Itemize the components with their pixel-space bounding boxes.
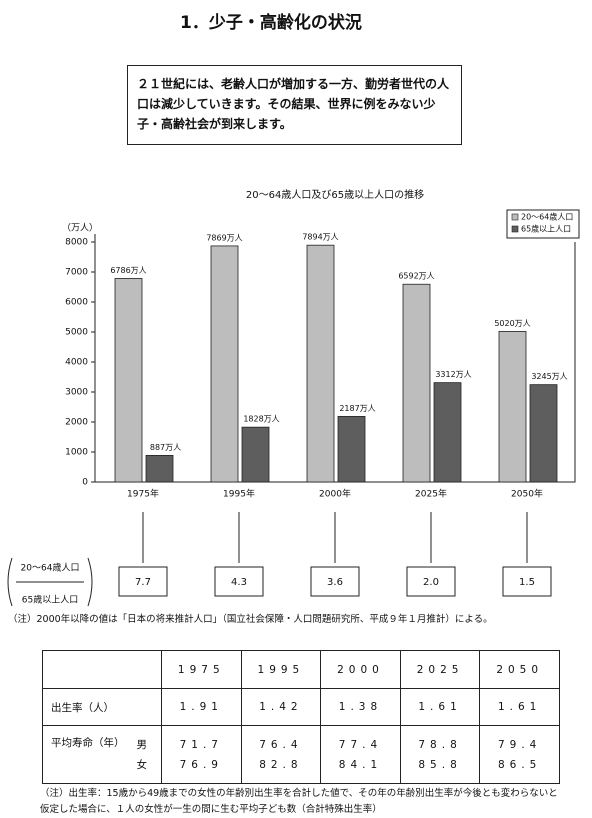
- bar: [402, 283, 431, 483]
- bar: [306, 244, 335, 483]
- corner-cell: [42, 650, 162, 689]
- life-label: 平均寿命（年） 男女: [51, 735, 161, 775]
- x-tick-label: 2000年: [319, 488, 351, 500]
- ratio-denominator: 65歳以上人口: [22, 594, 78, 606]
- value: 78.8: [418, 738, 462, 751]
- y-tick-label: 0: [82, 478, 88, 488]
- y-tick-label: 5000: [65, 328, 88, 338]
- cell: 78.8 85.8: [399, 725, 481, 784]
- y-axis-label: （万人）: [62, 223, 98, 234]
- header-cell: 2000: [320, 650, 401, 689]
- row-label: 平均寿命（年） 男女: [42, 725, 162, 784]
- life-row: 平均寿命（年） 男女 71.7 76.9 76.4 82.8 77.4 84.1 78…: [42, 725, 560, 784]
- bracket: [7, 557, 93, 607]
- value: 82.8: [259, 758, 303, 771]
- value-label: 2187万人: [339, 404, 375, 413]
- header-row: 1975 1995 2000 2025 2050: [42, 650, 560, 689]
- bar: [210, 245, 239, 483]
- footnote: （注）出生率：15歳から49歳までの女性の年齢別出生率を合計した値で、その年の年…: [40, 788, 558, 815]
- value-label: 3312万人: [435, 370, 471, 379]
- ratio-value: 7.7: [135, 577, 151, 588]
- cell: 1.61: [399, 688, 481, 726]
- cell: 1.42: [240, 688, 322, 726]
- birth-row: 出生率（人） 1.91 1.42 1.38 1.61 1.61: [42, 688, 560, 726]
- label: 平均寿命（年）: [51, 736, 125, 749]
- header-cell: 2050: [479, 650, 560, 689]
- legend-box: [506, 209, 580, 239]
- header-cell: 1975: [161, 650, 242, 689]
- value: 76.4: [259, 738, 303, 751]
- cell: 71.7 76.9: [161, 725, 242, 784]
- ratio-box: [406, 566, 456, 597]
- label: 男: [136, 738, 148, 751]
- cell: 76.4 82.8: [240, 725, 322, 784]
- value-label: 5020万人: [494, 319, 530, 328]
- y-tick-label: 1000: [65, 448, 88, 458]
- chart-title: 20～64歳人口及び65歳以上人口の推移: [246, 188, 424, 201]
- ratio-numerator: 20～64歳人口: [21, 562, 80, 574]
- bar: [241, 426, 270, 483]
- header-cell: 1995: [240, 650, 322, 689]
- label: 女: [136, 758, 148, 771]
- y-tick-label: 8000: [65, 238, 88, 248]
- cell: 1.61: [479, 688, 560, 726]
- y-tick-label: 3000: [65, 388, 88, 398]
- value: 76.9: [179, 758, 223, 771]
- header-cell: 2025: [399, 650, 481, 689]
- cell: 1.91: [161, 688, 242, 726]
- y-tick-label: 7000: [65, 268, 88, 278]
- value-label: 3245万人: [531, 372, 567, 381]
- plot-frame: [94, 234, 576, 483]
- y-tick-label: 4000: [65, 358, 88, 368]
- bar: [433, 382, 462, 483]
- ratio-box: [118, 566, 168, 597]
- ratio-value: 2.0: [423, 577, 439, 588]
- ratio-box: [310, 566, 360, 597]
- legend-label: 20～64歳人口: [521, 212, 573, 222]
- value-label: 6786万人: [110, 266, 146, 275]
- bar: [529, 384, 558, 483]
- y-tick-label: 2000: [65, 418, 88, 428]
- value-label: 7894万人: [302, 233, 338, 242]
- bar: [145, 454, 174, 483]
- row-label: 出生率（人）: [42, 688, 162, 726]
- summary-box: ２１世紀には、老齢人口が増加する一方、勤労者世代の人口は減少していきます。その結…: [127, 65, 462, 145]
- value-label: 1828万人: [243, 415, 279, 424]
- value-label: 6592万人: [398, 272, 434, 281]
- value-label: 887万人: [150, 443, 181, 452]
- x-tick-label: 2025年: [415, 488, 447, 500]
- y-tick-label: 6000: [65, 298, 88, 308]
- x-tick-label: 2050年: [511, 488, 543, 500]
- bar: [114, 278, 143, 483]
- x-tick-label: 1995年: [223, 488, 255, 500]
- value: 77.4: [338, 738, 383, 751]
- ratio-value: 1.5: [519, 577, 535, 588]
- value: 71.7: [179, 738, 223, 751]
- ratio-value: 3.6: [327, 577, 343, 588]
- value: 84.1: [338, 758, 383, 771]
- page-title: 1．少子・高齢化の状況: [180, 13, 362, 33]
- cell: 79.4 86.5: [479, 725, 560, 784]
- legend-swatch: [511, 213, 519, 221]
- ratio-value: 4.3: [231, 577, 247, 588]
- cell: 77.4 84.1: [320, 725, 401, 784]
- source-note: （注）2000年以降の値は「日本の将来推計人口」（国立社会保障・人口問題研究所、…: [8, 614, 493, 625]
- stats-table: 1975 1995 2000 2025 2050 出生率（人） 1.91 1.4…: [42, 650, 560, 784]
- x-tick-label: 1975年: [127, 488, 159, 500]
- ratio-box: [214, 566, 264, 597]
- legend-swatch: [511, 225, 519, 233]
- value: 85.8: [418, 758, 462, 771]
- cell: 1.38: [320, 688, 401, 726]
- value-label: 7869万人: [206, 233, 242, 242]
- bar: [337, 415, 366, 483]
- ratio-box: [502, 566, 552, 597]
- value: 79.4: [497, 738, 542, 751]
- legend-label: 65歳以上人口: [521, 224, 571, 234]
- sex-labels: 男女: [137, 735, 148, 775]
- bar: [498, 330, 527, 483]
- value: 86.5: [497, 758, 542, 771]
